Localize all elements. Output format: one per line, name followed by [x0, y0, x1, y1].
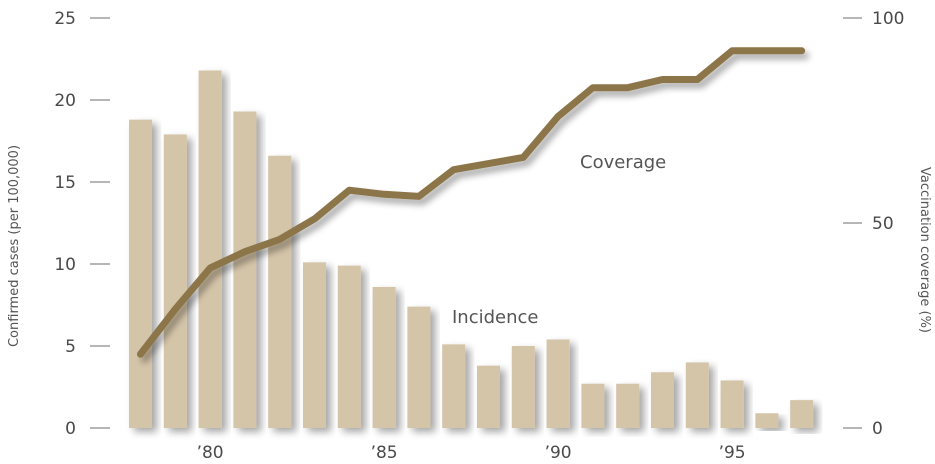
incidence-bar	[129, 119, 152, 429]
incidence-bar	[303, 262, 326, 428]
incidence-bar	[268, 155, 292, 428]
x-axis: ’80 ’85 ’90 ’95	[197, 443, 746, 463]
incidence-bar	[546, 339, 570, 428]
incidence-bars	[129, 70, 814, 429]
incidence-bar	[720, 380, 744, 428]
incidence-bar	[442, 344, 466, 428]
incidence-bar	[755, 413, 779, 428]
right-axis-tick-label: 100	[872, 9, 904, 29]
x-axis-tick-label: ’95	[719, 443, 746, 463]
right-axis-title: Vaccination coverage (%)	[917, 167, 932, 333]
left-axis-tick-label: 10	[54, 255, 76, 275]
left-axis-tick-label: 20	[54, 91, 76, 111]
incidence-bar	[477, 365, 500, 428]
incidence-bar	[372, 286, 396, 428]
left-axis-title: Confirmed cases (per 100,000)	[7, 145, 22, 347]
incidence-bar	[651, 372, 674, 428]
incidence-bar	[233, 111, 257, 428]
incidence-bar	[685, 362, 709, 428]
left-y-axis: 0 5 10 15 20 25	[54, 9, 110, 439]
x-axis-tick-label: ’80	[197, 443, 224, 463]
right-axis-tick-label: 0	[872, 419, 883, 439]
incidence-bar	[581, 383, 605, 428]
incidence-bar	[407, 306, 431, 428]
incidence-bar	[198, 70, 222, 428]
left-axis-tick-label: 0	[65, 419, 76, 439]
right-y-axis: 0 50 100	[843, 9, 904, 439]
incidence-bar	[511, 346, 535, 428]
coverage-line	[137, 47, 806, 358]
incidence-bar	[163, 134, 187, 428]
incidence-bar	[616, 383, 640, 428]
x-axis-tick-label: ’90	[545, 443, 572, 463]
left-axis-tick-label: 5	[65, 337, 76, 357]
coverage-line-layer	[137, 47, 806, 358]
right-axis-tick-label: 50	[872, 214, 894, 234]
incidence-bar	[790, 400, 814, 428]
x-axis-tick-label: ’85	[371, 443, 398, 463]
coverage-label: Coverage	[580, 152, 666, 173]
incidence-bar	[337, 265, 361, 428]
incidence-label: Incidence	[452, 307, 539, 328]
left-axis-tick-label: 25	[54, 9, 76, 29]
left-axis-tick-label: 15	[54, 173, 76, 193]
